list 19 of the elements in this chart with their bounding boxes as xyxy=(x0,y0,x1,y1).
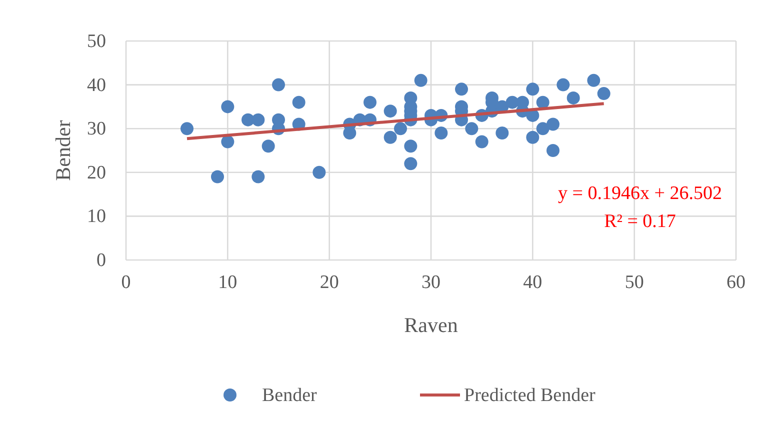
annotation: y = 0.1946x + 26.502 xyxy=(558,183,722,204)
y-tick-label: 10 xyxy=(87,206,106,228)
y-tick-label: 0 xyxy=(96,250,106,271)
x-tick-label: 60 xyxy=(726,272,746,293)
x-tick-label: 50 xyxy=(624,272,644,293)
y-tick-label: 40 xyxy=(87,74,106,96)
legend-label: Predicted Bender xyxy=(464,385,596,406)
y-axis-title: Bender xyxy=(51,120,75,181)
y-tick-label: 20 xyxy=(87,162,106,184)
x-tick-label: 20 xyxy=(320,272,339,293)
x-tick-label: 30 xyxy=(422,272,440,293)
x-tick-label: 10 xyxy=(218,272,238,293)
annotation: R² = 0.17 xyxy=(604,211,676,232)
x-axis-title: Raven xyxy=(404,313,458,337)
legend-label: Bender xyxy=(262,385,318,406)
y-tick-label: 50 xyxy=(87,31,106,52)
x-tick-label: 0 xyxy=(121,272,131,293)
y-tick-label: 30 xyxy=(87,118,106,140)
x-tick-label: 40 xyxy=(523,272,542,293)
